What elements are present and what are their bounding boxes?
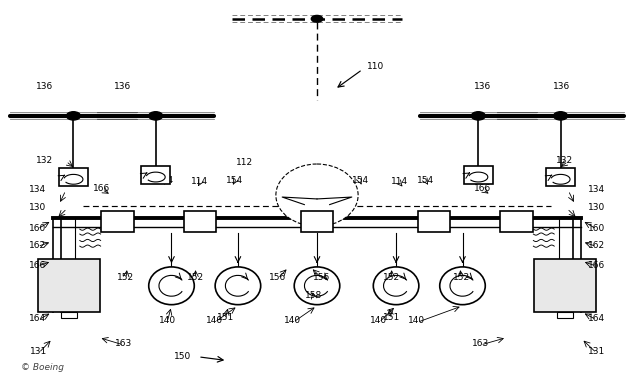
Text: 134: 134 [588,185,605,194]
Bar [557,312,573,318]
Circle shape [67,112,81,120]
Bar [546,168,575,186]
Bar [301,211,333,232]
Bar [59,168,88,186]
Text: 140: 140 [370,316,387,326]
Text: 151: 151 [383,313,400,323]
Ellipse shape [276,164,358,226]
Ellipse shape [149,267,194,305]
Text: 136: 136 [474,82,491,91]
Text: 136: 136 [553,82,571,91]
Circle shape [149,112,163,120]
Bar [534,259,596,312]
Bar [418,211,451,232]
Text: 140: 140 [285,316,302,326]
Text: 156: 156 [269,273,287,282]
Text: 156: 156 [313,273,331,282]
Text: 160: 160 [29,224,46,232]
Text: 114: 114 [391,177,408,186]
Text: 110: 110 [366,62,384,71]
Circle shape [553,112,567,120]
Text: 152: 152 [117,273,134,282]
Text: 164: 164 [29,314,46,323]
Text: 112: 112 [236,158,253,167]
Text: 163: 163 [115,339,133,348]
Text: 158: 158 [305,291,323,301]
Text: 130: 130 [29,203,46,212]
Circle shape [471,112,485,120]
Text: 154: 154 [226,175,243,185]
Text: 154: 154 [417,175,434,185]
Text: 132: 132 [557,155,574,164]
Text: © Boeing: © Boeing [21,363,64,372]
Circle shape [311,16,323,22]
Text: 140: 140 [158,316,176,326]
Text: 166: 166 [588,260,605,269]
Text: 163: 163 [472,339,489,348]
Text: 152: 152 [453,273,470,282]
Bar [101,211,134,232]
Text: 152: 152 [383,273,400,282]
Text: 130: 130 [588,203,605,212]
Text: 151: 151 [217,313,234,323]
Text: 114: 114 [191,177,209,186]
Text: 154: 154 [157,175,174,185]
Bar [61,312,77,318]
Text: 132: 132 [36,155,53,164]
Ellipse shape [294,267,340,305]
Text: 154: 154 [351,175,368,185]
Bar [183,211,216,232]
Text: 166: 166 [29,260,46,269]
Ellipse shape [440,267,485,305]
Bar [463,166,493,184]
Text: 136: 136 [36,82,54,91]
Bar [38,259,100,312]
Text: 134: 134 [29,185,46,194]
Bar [500,211,533,232]
Text: 164: 164 [588,314,605,323]
Text: 152: 152 [187,273,204,282]
Text: 136: 136 [113,82,131,91]
Text: 140: 140 [206,316,223,326]
Ellipse shape [215,267,261,305]
Text: 150: 150 [174,352,191,361]
Bar [141,166,171,184]
Ellipse shape [373,267,419,305]
Text: 166: 166 [474,184,491,193]
Text: 162: 162 [588,241,605,250]
Text: 160: 160 [588,224,605,232]
Text: 131: 131 [588,348,605,356]
Text: 162: 162 [29,241,46,250]
Text: 166: 166 [93,184,110,193]
Text: 140: 140 [408,316,425,326]
Text: 131: 131 [30,348,48,356]
